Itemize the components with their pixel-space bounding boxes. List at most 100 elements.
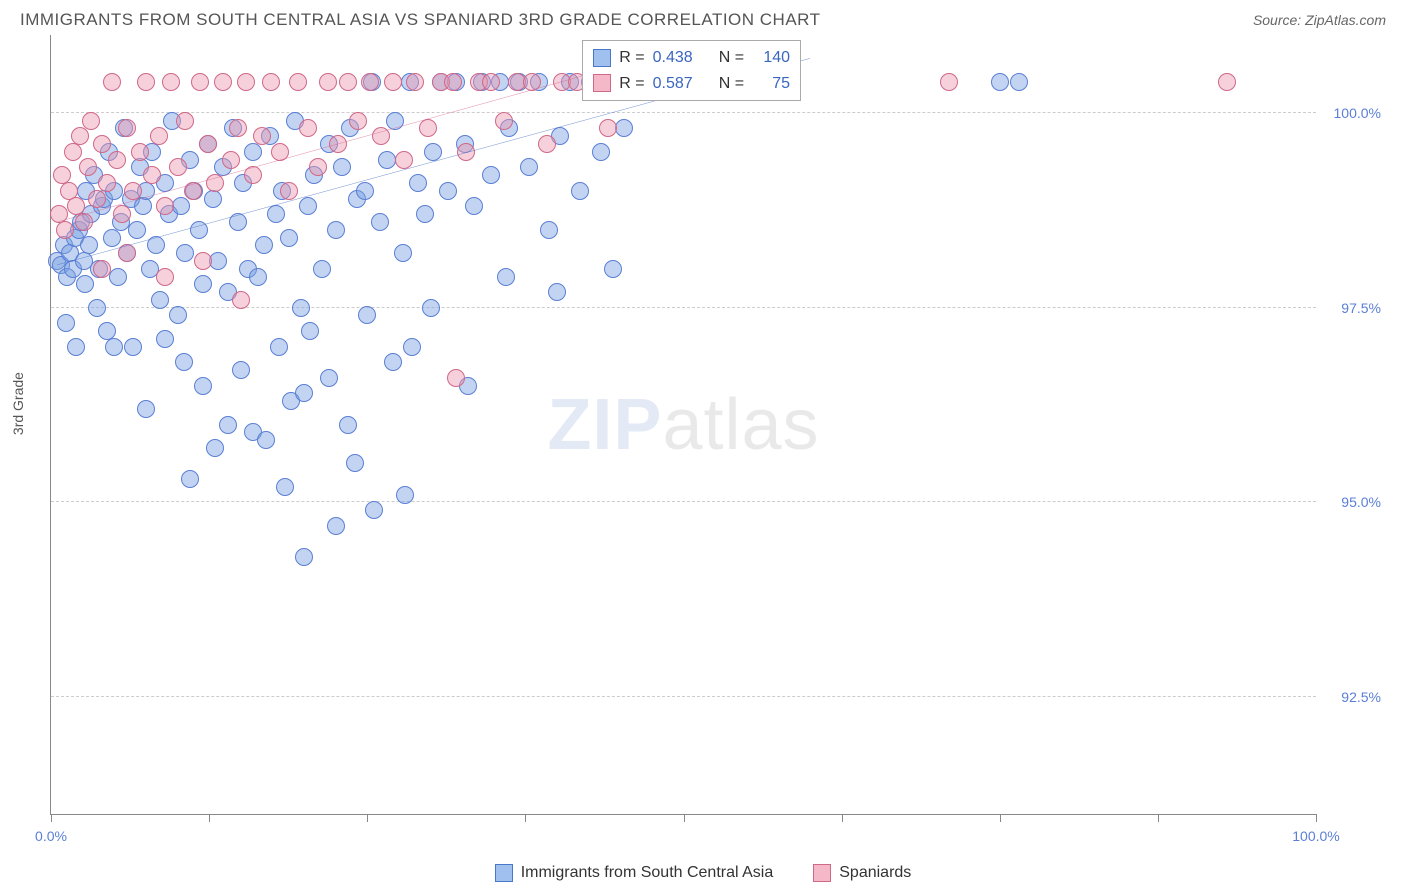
data-point xyxy=(194,377,212,395)
x-tick xyxy=(367,814,368,822)
data-point xyxy=(327,517,345,535)
x-tick-label: 100.0% xyxy=(1292,828,1339,844)
data-point xyxy=(71,127,89,145)
y-axis-label: 3rd Grade xyxy=(10,372,26,435)
x-tick-label: 0.0% xyxy=(35,828,67,844)
legend-swatch xyxy=(495,864,513,882)
data-point xyxy=(280,229,298,247)
chart-container: ZIPatlas R =0.438N =140R =0.587N =75 92.… xyxy=(50,35,1386,815)
series-legend-label: Immigrants from South Central Asia xyxy=(521,864,774,882)
data-point xyxy=(267,205,285,223)
data-point xyxy=(384,353,402,371)
data-point xyxy=(386,112,404,130)
data-point xyxy=(76,275,94,293)
data-point xyxy=(93,260,111,278)
data-point xyxy=(365,501,383,519)
data-point xyxy=(176,112,194,130)
data-point xyxy=(190,221,208,239)
data-point xyxy=(1010,73,1028,91)
data-point xyxy=(356,182,374,200)
data-point xyxy=(538,135,556,153)
data-point xyxy=(346,454,364,472)
legend-n-value: 140 xyxy=(752,45,790,71)
data-point xyxy=(465,197,483,215)
data-point xyxy=(406,73,424,91)
data-point xyxy=(295,384,313,402)
correlation-legend: R =0.438N =140R =0.587N =75 xyxy=(582,40,801,101)
data-point xyxy=(447,369,465,387)
data-point xyxy=(371,213,389,231)
data-point xyxy=(349,112,367,130)
data-point xyxy=(422,299,440,317)
data-point xyxy=(372,127,390,145)
series-legend: Immigrants from South Central Asia Spania… xyxy=(0,864,1406,882)
data-point xyxy=(313,260,331,278)
data-point xyxy=(64,143,82,161)
x-tick xyxy=(684,814,685,822)
data-point xyxy=(156,197,174,215)
data-point xyxy=(940,73,958,91)
x-tick xyxy=(51,814,52,822)
data-point xyxy=(378,151,396,169)
data-point xyxy=(67,338,85,356)
data-point xyxy=(150,127,168,145)
plot-area: ZIPatlas R =0.438N =140R =0.587N =75 92.… xyxy=(50,35,1316,815)
data-point xyxy=(229,213,247,231)
data-point xyxy=(191,73,209,91)
legend-r-label: R = xyxy=(619,71,644,97)
data-point xyxy=(113,205,131,223)
data-point xyxy=(991,73,1009,91)
data-point xyxy=(457,143,475,161)
data-point xyxy=(244,166,262,184)
gridline-h xyxy=(51,696,1316,697)
data-point xyxy=(162,73,180,91)
data-point xyxy=(237,73,255,91)
data-point xyxy=(257,431,275,449)
data-point xyxy=(439,182,457,200)
data-point xyxy=(108,151,126,169)
data-point xyxy=(403,338,421,356)
series-legend-label: Spaniards xyxy=(839,864,911,882)
x-tick xyxy=(1000,814,1001,822)
data-point xyxy=(299,197,317,215)
data-point xyxy=(199,135,217,153)
gridline-h xyxy=(51,501,1316,502)
legend-r-value: 0.438 xyxy=(653,45,693,71)
data-point xyxy=(80,236,98,254)
data-point xyxy=(520,158,538,176)
data-point xyxy=(419,119,437,137)
data-point xyxy=(592,143,610,161)
x-tick xyxy=(525,814,526,822)
y-tick-label: 95.0% xyxy=(1321,494,1381,510)
data-point xyxy=(156,268,174,286)
data-point xyxy=(109,268,127,286)
legend-swatch xyxy=(593,49,611,67)
data-point xyxy=(409,174,427,192)
data-point xyxy=(571,182,589,200)
data-point xyxy=(495,112,513,130)
data-point xyxy=(82,112,100,130)
data-point xyxy=(169,306,187,324)
data-point xyxy=(249,268,267,286)
data-point xyxy=(276,478,294,496)
data-point xyxy=(151,291,169,309)
data-point xyxy=(229,119,247,137)
data-point xyxy=(79,158,97,176)
data-point xyxy=(105,338,123,356)
data-point xyxy=(295,548,313,566)
data-point xyxy=(358,306,376,324)
data-point xyxy=(75,213,93,231)
x-tick xyxy=(1316,814,1317,822)
data-point xyxy=(143,166,161,184)
series-legend-item: Spaniards xyxy=(813,864,911,882)
data-point xyxy=(181,470,199,488)
data-point xyxy=(289,73,307,91)
legend-r-value: 0.587 xyxy=(653,71,693,97)
legend-row: R =0.587N =75 xyxy=(593,71,790,97)
watermark-zip: ZIP xyxy=(547,385,662,465)
data-point xyxy=(320,369,338,387)
data-point xyxy=(329,135,347,153)
data-point xyxy=(232,361,250,379)
data-point xyxy=(118,119,136,137)
legend-row: R =0.438N =140 xyxy=(593,45,790,71)
